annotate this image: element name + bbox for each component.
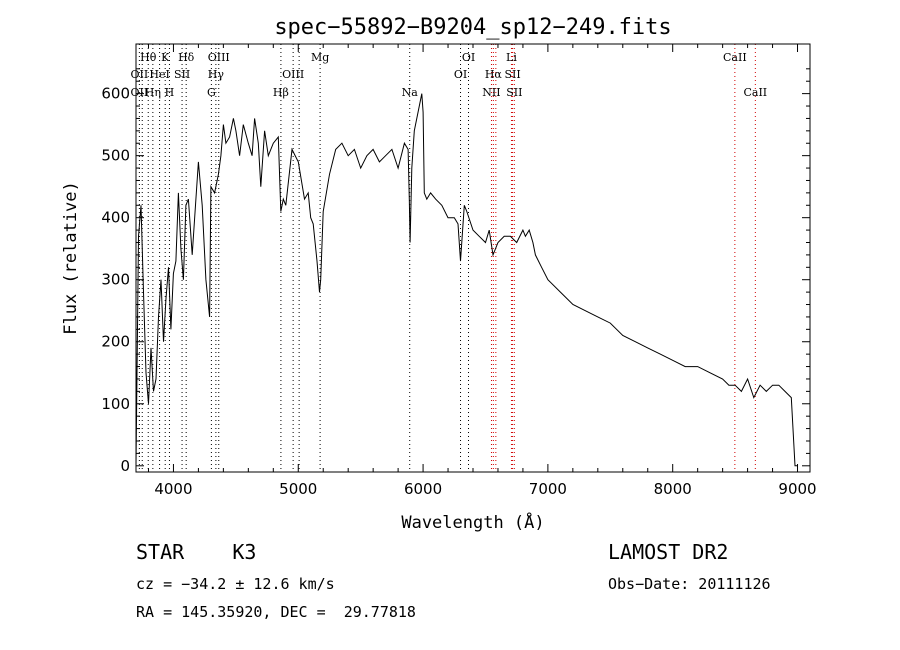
redshift-cz: cz = −34.2 ± 12.6 km/s xyxy=(136,575,335,593)
line-label: CaII xyxy=(723,51,747,64)
line-markers xyxy=(138,44,756,472)
line-label: HeI xyxy=(149,68,169,81)
line-label: Hα xyxy=(485,68,503,81)
line-label: Hδ xyxy=(178,51,195,64)
y-tick-label: 400 xyxy=(101,209,130,227)
obs-date: Obs−Date: 20111126 xyxy=(608,575,771,593)
line-label: Hθ xyxy=(140,51,157,64)
x-tick-label: 7000 xyxy=(529,480,567,498)
spectrum-line xyxy=(135,93,798,467)
y-tick-label: 300 xyxy=(101,271,130,289)
line-label: H xyxy=(165,86,175,99)
line-label: Na xyxy=(402,86,419,99)
line-label: Hγ xyxy=(208,68,225,81)
x-tick-label: 4000 xyxy=(154,480,192,498)
line-label: SII xyxy=(174,68,190,81)
line-label: OIII xyxy=(208,51,230,64)
line-label: Mg xyxy=(311,51,329,64)
x-tick-label: 5000 xyxy=(279,480,317,498)
y-tick-label: 500 xyxy=(101,147,130,165)
line-label: OI xyxy=(462,51,475,64)
ra-dec: RA = 145.35920, DEC = 29.77818 xyxy=(136,603,416,621)
line-label: G xyxy=(207,86,216,99)
axis-ticks: 4000 5000 6000 7000 8000 9000 0 100 200 300 400 500… xyxy=(101,44,817,498)
object-class: STAR K3 xyxy=(136,540,257,564)
x-tick-label: 9000 xyxy=(778,480,816,498)
y-axis-label: Flux (relative) xyxy=(61,181,81,335)
y-tick-label: 600 xyxy=(101,85,130,103)
y-tick-label: 0 xyxy=(120,457,130,475)
y-tick-label: 100 xyxy=(101,395,130,413)
line-label: NII xyxy=(482,86,500,99)
y-tick-label: 200 xyxy=(101,333,130,351)
survey-name: LAMOST DR2 xyxy=(608,540,729,564)
line-label: SII xyxy=(504,68,520,81)
x-tick-label: 6000 xyxy=(404,480,442,498)
x-axis-label: Wavelength (Å) xyxy=(401,511,544,533)
line-label: OII xyxy=(131,86,149,99)
line-label: K xyxy=(161,51,170,64)
line-label: Hη xyxy=(145,86,161,99)
plot-frame xyxy=(135,43,811,473)
line-label: OI xyxy=(454,68,467,81)
line-label: CaII xyxy=(743,86,767,99)
line-label: OIII xyxy=(282,68,304,81)
chart-title: spec−55892−B9204_sp12−249.fits xyxy=(274,15,671,40)
line-label: Hβ xyxy=(273,86,289,99)
line-label: OII xyxy=(131,68,149,81)
x-tick-label: 8000 xyxy=(654,480,692,498)
line-label: SII xyxy=(506,86,522,99)
line-label: Li xyxy=(506,51,517,64)
